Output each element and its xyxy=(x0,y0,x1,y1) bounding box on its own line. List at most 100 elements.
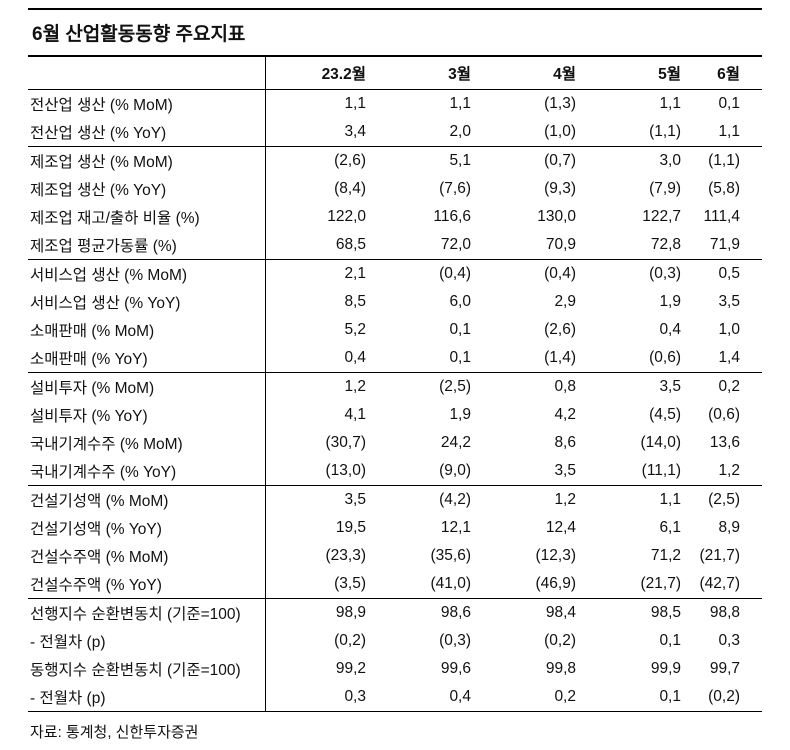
cell-value: (0,7) xyxy=(475,146,580,175)
row-label: 제조업 생산 (% MoM) xyxy=(28,146,266,175)
cell-value: 19,5 xyxy=(335,519,366,536)
table-row: 소매판매 (% YoY) 0,4 0,1 (1,4) (0,6) 1,4 xyxy=(28,344,762,373)
cell-value: (1,3) xyxy=(544,95,576,112)
cell-value: (9,3) xyxy=(544,180,576,197)
cell-value: (1,1) xyxy=(685,146,762,175)
table-row: 건설수주액 (% YoY) (3,5) (41,0) (46,9) (21,7) (42,… xyxy=(28,570,762,599)
cell-value: 4,1 xyxy=(344,406,366,423)
table-row: 소매판매 (% MoM) 5,2 0,1 (2,6) 0,4 1,0 xyxy=(28,316,762,344)
cell-value: 8,5 xyxy=(344,293,366,310)
cell-value: 3,5 xyxy=(265,485,370,514)
cell-value: 99,8 xyxy=(545,660,576,677)
table-row: 국내기계수주 (% MoM) (30,7) 24,2 8,6 (14,0) 13,6 xyxy=(28,429,762,457)
cell-value: (21,7) xyxy=(640,575,682,592)
row-label: 선행지수 순환변동치 (기준=100) xyxy=(28,598,266,627)
cell-value: 3,4 xyxy=(344,123,366,140)
cell-value: 99,7 xyxy=(709,660,740,677)
table-row: 서비스업 생산 (% MoM) 2,1 (0,4) (0,4) (0,3) 0,5 xyxy=(28,259,762,288)
cell-value: (4,2) xyxy=(370,485,475,514)
cell-value: (7,9) xyxy=(649,180,681,197)
cell-value: 1,2 xyxy=(265,372,370,401)
cell-value: 0,3 xyxy=(265,683,370,712)
cell-value: 1,2 xyxy=(718,462,740,479)
cell-value: 99,6 xyxy=(440,660,471,677)
cell-value: 70,9 xyxy=(545,236,576,253)
cell-value: 6,1 xyxy=(659,519,681,536)
cell-value: 1,1 xyxy=(718,123,740,140)
cell-value: 72,8 xyxy=(650,236,681,253)
cell-value: (0,4) xyxy=(475,259,580,288)
cell-value: (8,4) xyxy=(334,180,366,197)
cell-value: 8,6 xyxy=(554,434,576,451)
table-header-row: 23.2월 3월 4월 5월 6월 xyxy=(28,57,762,90)
cell-value: 3,5 xyxy=(718,293,740,310)
cell-value: (0,6) xyxy=(708,406,740,423)
cell-value: 1,9 xyxy=(659,293,681,310)
column-header: 3월 xyxy=(370,57,475,90)
cell-value: (2,6) xyxy=(265,146,370,175)
cell-value: 3,0 xyxy=(580,146,685,175)
cell-value: (3,5) xyxy=(334,575,366,592)
table-row: 제조업 생산 (% YoY) (8,4) (7,6) (9,3) (7,9) (5,8) xyxy=(28,175,762,203)
cell-value: 2,1 xyxy=(265,259,370,288)
table-row: 건설기성액 (% MoM) 3,5 (4,2) 1,2 1,1 (2,5) xyxy=(28,485,762,514)
table-row: 전산업 생산 (% YoY) 3,4 2,0 (1,0) (1,1) 1,1 xyxy=(28,118,762,147)
cell-value: 24,2 xyxy=(440,434,471,451)
cell-value: 0,1 xyxy=(449,321,471,338)
page-title: 6월 산업활동동향 주요지표 xyxy=(28,8,762,57)
cell-value: 98,5 xyxy=(580,598,685,627)
table-row: 국내기계수주 (% YoY) (13,0) (9,0) 3,5 (11,1) 1,2 xyxy=(28,457,762,486)
row-label: 전산업 생산 (% MoM) xyxy=(28,89,266,118)
cell-value: 1,0 xyxy=(718,321,740,338)
cell-value: (7,6) xyxy=(439,180,471,197)
row-label: 소매판매 (% MoM) xyxy=(28,316,266,344)
cell-value: 122,0 xyxy=(327,208,366,225)
cell-value: (5,8) xyxy=(708,180,740,197)
cell-value: (12,3) xyxy=(535,547,577,564)
table-row: 설비투자 (% MoM) 1,2 (2,5) 0,8 3,5 0,2 xyxy=(28,372,762,401)
table-row: 선행지수 순환변동치 (기준=100) 98,9 98,6 98,4 98,5 98,8 xyxy=(28,598,762,627)
row-label: 동행지수 순환변동치 (기준=100) xyxy=(28,655,266,683)
cell-value: 72,0 xyxy=(440,236,471,253)
row-label: - 전월차 (p) xyxy=(28,683,266,712)
row-label: 국내기계수주 (% MoM) xyxy=(28,429,266,457)
cell-value: (14,0) xyxy=(640,434,682,451)
cell-value: 99,2 xyxy=(335,660,366,677)
cell-value: 13,6 xyxy=(709,434,740,451)
cell-value: 122,7 xyxy=(642,208,681,225)
cell-value: 6,0 xyxy=(449,293,471,310)
column-header: 23.2월 xyxy=(265,57,370,90)
row-label: 소매판매 (% YoY) xyxy=(28,344,266,373)
cell-value: 1,1 xyxy=(344,95,366,112)
header-empty-cell xyxy=(28,57,266,90)
source-note: 자료: 통계청, 신한투자증권 xyxy=(28,712,762,750)
cell-value: 0,2 xyxy=(685,372,762,401)
cell-value: 68,5 xyxy=(335,236,366,253)
cell-value: 8,9 xyxy=(718,519,740,536)
row-label: 건설기성액 (% YoY) xyxy=(28,514,266,542)
cell-value: 99,9 xyxy=(650,660,681,677)
cell-value: (2,5) xyxy=(685,485,762,514)
cell-value: (2,5) xyxy=(370,372,475,401)
row-label: 제조업 생산 (% YoY) xyxy=(28,175,266,203)
cell-value: 116,6 xyxy=(433,208,471,225)
cell-value: 0,5 xyxy=(685,259,762,288)
cell-value: 3,5 xyxy=(580,372,685,401)
cell-value: (0,3) xyxy=(439,632,471,649)
cell-value: (4,5) xyxy=(649,406,681,423)
cell-value: (0,2) xyxy=(685,683,762,712)
cell-value: (2,6) xyxy=(544,321,576,338)
cell-value: (23,3) xyxy=(325,547,367,564)
row-label: 국내기계수주 (% YoY) xyxy=(28,457,266,486)
cell-value: 1,1 xyxy=(449,95,471,112)
cell-value: (35,6) xyxy=(430,547,472,564)
cell-value: 0,4 xyxy=(344,349,366,366)
table-row: 설비투자 (% YoY) 4,1 1,9 4,2 (4,5) (0,6) xyxy=(28,401,762,429)
cell-value: (0,2) xyxy=(544,632,576,649)
row-label: 제조업 평균가동률 (%) xyxy=(28,231,266,260)
row-label: - 전월차 (p) xyxy=(28,627,266,655)
table-row: 제조업 생산 (% MoM) (2,6) 5,1 (0,7) 3,0 (1,1) xyxy=(28,146,762,175)
cell-value: (9,0) xyxy=(439,462,471,479)
cell-value: 0,4 xyxy=(370,683,475,712)
